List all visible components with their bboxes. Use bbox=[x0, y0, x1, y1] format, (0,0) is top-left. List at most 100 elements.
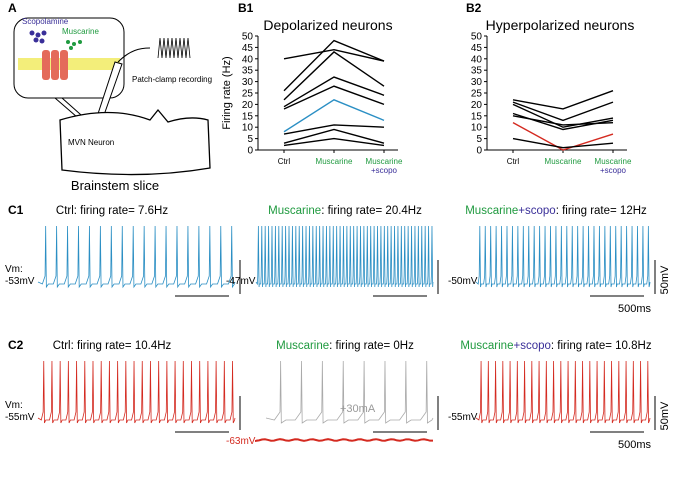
title-part: Muscarine bbox=[460, 340, 513, 352]
trace bbox=[37, 225, 236, 289]
series-line bbox=[512, 115, 614, 126]
title-part: : firing rate= 10.8Hz bbox=[551, 340, 652, 352]
trace-title: Muscarine+scopo: firing rate= 12Hz bbox=[465, 205, 647, 217]
y-tick-label: 5 bbox=[247, 134, 253, 145]
title-part: +scopo bbox=[518, 205, 555, 217]
recording-label: Patch-clamp recording bbox=[132, 75, 212, 84]
y-tick-label: 25 bbox=[471, 89, 483, 100]
x-tick-label: Ctrl bbox=[278, 157, 291, 166]
panel-label: B2 bbox=[466, 1, 482, 15]
y-tick-label: 25 bbox=[242, 89, 254, 100]
series-line bbox=[283, 124, 385, 135]
neuron-label: MVN Neuron bbox=[68, 138, 114, 147]
title-part: +scopo bbox=[513, 340, 550, 352]
scopolamine-icons bbox=[29, 30, 47, 44]
y-tick-label: 10 bbox=[471, 123, 483, 134]
series-line bbox=[283, 99, 385, 133]
brainstem-slice bbox=[59, 108, 211, 176]
trace-title: Muscarine: firing rate= 0Hz bbox=[276, 340, 414, 352]
y-tick-label: 35 bbox=[242, 66, 254, 77]
panel-label: B1 bbox=[238, 1, 254, 15]
trace-title: Muscarine+scopo: firing rate= 10.8Hz bbox=[460, 340, 651, 352]
title-part: Ctrl: firing rate= 10.4Hz bbox=[53, 340, 172, 352]
series-line bbox=[283, 48, 385, 62]
series-line bbox=[283, 51, 385, 101]
trace bbox=[265, 360, 434, 424]
scale-t-label: 500ms bbox=[618, 439, 652, 451]
trace bbox=[255, 225, 434, 288]
drug-label: Scopolamine bbox=[22, 17, 69, 26]
vm-label: -55mV bbox=[448, 412, 478, 423]
scale-v-label: 50mV bbox=[659, 401, 671, 430]
y-tick-label: 45 bbox=[242, 43, 254, 54]
panel-label: A bbox=[8, 1, 17, 15]
scale-v-label: 50mV bbox=[659, 265, 671, 294]
y-tick-label: 45 bbox=[471, 43, 483, 54]
trace bbox=[475, 360, 651, 424]
y-tick-label: 30 bbox=[242, 77, 254, 88]
y-tick-label: 5 bbox=[476, 134, 482, 145]
muscarine-icons bbox=[66, 40, 82, 50]
receptor bbox=[60, 50, 68, 80]
y-tick-label: 10 bbox=[242, 123, 254, 134]
vm-label: Vm: bbox=[5, 264, 23, 275]
y-tick-label: 20 bbox=[471, 100, 483, 111]
annotation: +30mA bbox=[340, 403, 376, 415]
series-line bbox=[512, 137, 614, 149]
drug-label: Muscarine bbox=[62, 27, 99, 36]
x-tick-label: Muscarine +scopo bbox=[366, 157, 403, 175]
series-line bbox=[283, 76, 385, 108]
series-line bbox=[512, 103, 614, 128]
y-tick-label: 30 bbox=[471, 77, 483, 88]
title-part: : firing rate= 0Hz bbox=[329, 340, 414, 352]
y-tick-label: 0 bbox=[247, 146, 253, 157]
y-tick-label: 15 bbox=[471, 111, 483, 122]
series-line bbox=[283, 85, 385, 110]
scale-t-label: 500ms bbox=[618, 303, 652, 315]
trace bbox=[37, 360, 236, 424]
vm-label: Vm: bbox=[5, 400, 23, 411]
receptor bbox=[51, 50, 59, 80]
chart-title: Depolarized neurons bbox=[263, 17, 392, 33]
series-line bbox=[283, 137, 385, 147]
mini-trace bbox=[157, 37, 191, 59]
y-tick-label: 35 bbox=[471, 66, 483, 77]
trace-title: Ctrl: firing rate= 10.4Hz bbox=[53, 340, 172, 352]
series-line bbox=[283, 39, 385, 92]
vm-label: -53mV bbox=[5, 276, 35, 287]
vm-label: -63mV bbox=[226, 436, 256, 447]
title-part: Ctrl: firing rate= 7.6Hz bbox=[56, 205, 168, 217]
vm-label: -50mV bbox=[448, 276, 478, 287]
series-line bbox=[512, 101, 614, 122]
y-tick-label: 15 bbox=[242, 111, 254, 122]
title-part: Muscarine bbox=[276, 340, 329, 352]
x-tick-label: Ctrl bbox=[507, 157, 520, 166]
title-part: : firing rate= 20.4Hz bbox=[321, 205, 422, 217]
wire bbox=[117, 47, 151, 63]
slice-label: Brainstem slice bbox=[71, 178, 159, 193]
receptor bbox=[42, 50, 50, 80]
panel-label: C1 bbox=[8, 203, 24, 217]
trace-title: Ctrl: firing rate= 7.6Hz bbox=[56, 205, 168, 217]
x-tick-label: Muscarine bbox=[545, 157, 582, 166]
membrane bbox=[18, 58, 120, 70]
trace bbox=[255, 438, 434, 442]
x-tick-label: Muscarine bbox=[316, 157, 353, 166]
y-axis-label: Firing rate (Hz) bbox=[221, 56, 233, 129]
y-tick-label: 40 bbox=[242, 54, 254, 65]
y-tick-label: 20 bbox=[242, 100, 254, 111]
trace-title: Muscarine: firing rate= 20.4Hz bbox=[268, 205, 422, 217]
trace bbox=[475, 225, 651, 288]
title-part: Muscarine bbox=[465, 205, 518, 217]
vm-label: -47mV bbox=[226, 276, 256, 287]
y-tick-label: 40 bbox=[471, 54, 483, 65]
series-line bbox=[512, 90, 614, 110]
title-part: Muscarine bbox=[268, 205, 321, 217]
chart-title: Hyperpolarized neurons bbox=[486, 17, 635, 33]
title-part: : firing rate= 12Hz bbox=[556, 205, 647, 217]
series-line bbox=[512, 122, 614, 151]
y-tick-label: 0 bbox=[476, 146, 482, 157]
panel-label: C2 bbox=[8, 338, 24, 352]
vm-label: -55mV bbox=[5, 412, 35, 423]
